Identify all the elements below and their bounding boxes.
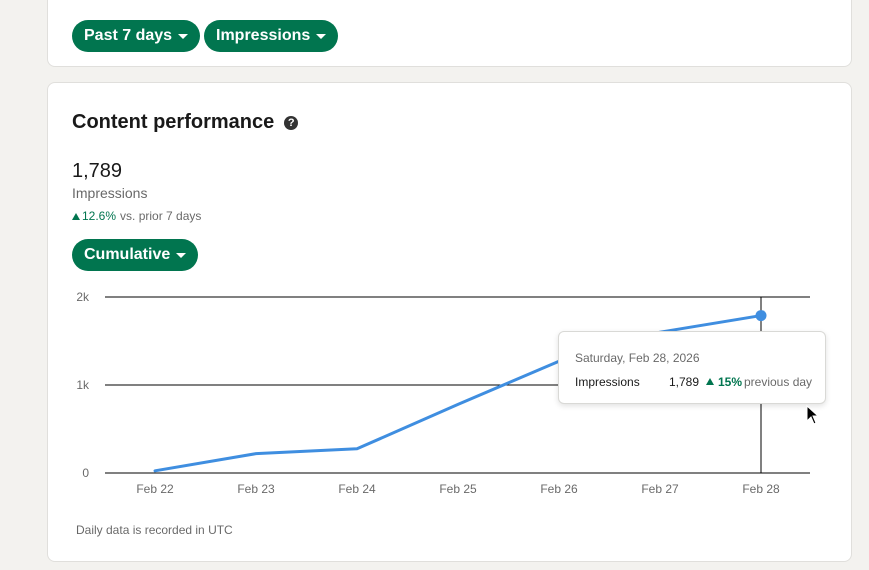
tooltip-suffix: previous day xyxy=(744,375,813,389)
caret-down-icon xyxy=(176,252,187,258)
content-performance-card: Content performance ? 1,789 Impressions … xyxy=(47,82,852,562)
triangle-up-icon xyxy=(72,212,80,220)
metric-dropdown[interactable]: Impressions xyxy=(204,20,339,52)
tooltip-date: Saturday, Feb 28, 2026 xyxy=(575,351,700,365)
mouse-pointer-icon xyxy=(806,405,820,425)
filter-card: Past 7 days Impressions xyxy=(47,0,852,67)
caret-down-icon xyxy=(316,33,327,39)
metric-dropdown-label: Impressions xyxy=(216,27,311,44)
tooltip-value: 1,789 xyxy=(669,375,700,389)
metric-value: 1,789 xyxy=(72,160,123,182)
metric-label: Impressions xyxy=(72,185,148,201)
y-tick-label: 1k xyxy=(76,378,90,392)
x-tick-label: Feb 28 xyxy=(742,482,780,496)
y-tick-label: 0 xyxy=(82,466,89,480)
delta-suffix: vs. prior 7 days xyxy=(120,209,202,223)
cumulative-dropdown[interactable]: Cumulative xyxy=(72,239,199,271)
x-tick-label: Feb 23 xyxy=(237,482,275,496)
cumulative-label: Cumulative xyxy=(84,246,171,263)
y-tick-label: 2k xyxy=(76,290,90,304)
x-tick-label: Feb 26 xyxy=(540,482,578,496)
x-tick-label: Feb 24 xyxy=(338,482,376,496)
highlighted-point[interactable] xyxy=(755,310,767,322)
x-tick-label: Feb 25 xyxy=(439,482,477,496)
date-range-label: Past 7 days xyxy=(84,27,173,44)
metric-delta: 12.6% vs. prior 7 days xyxy=(72,209,201,223)
delta-percent: 12.6% xyxy=(82,209,117,223)
card-header: Content performance ? xyxy=(72,111,299,134)
chart-tooltip: Saturday, Feb 28, 2026 Impressions 1,789… xyxy=(558,331,826,404)
tooltip-metric: Impressions xyxy=(575,375,640,389)
impressions-line-chart: 0 1k 2k Feb 22 Feb 23 Feb 24 Feb 25 Feb 26 Feb … xyxy=(76,290,810,496)
help-icon[interactable]: ? xyxy=(284,115,299,130)
tooltip-change: 15% xyxy=(718,375,743,389)
x-tick-label: Feb 22 xyxy=(136,482,174,496)
card-title: Content performance xyxy=(72,111,275,133)
triangle-up-icon xyxy=(706,378,714,385)
x-tick-label: Feb 27 xyxy=(641,482,679,496)
caret-down-icon xyxy=(178,33,189,39)
utc-footnote: Daily data is recorded in UTC xyxy=(76,523,233,537)
date-range-dropdown[interactable]: Past 7 days xyxy=(72,20,201,52)
